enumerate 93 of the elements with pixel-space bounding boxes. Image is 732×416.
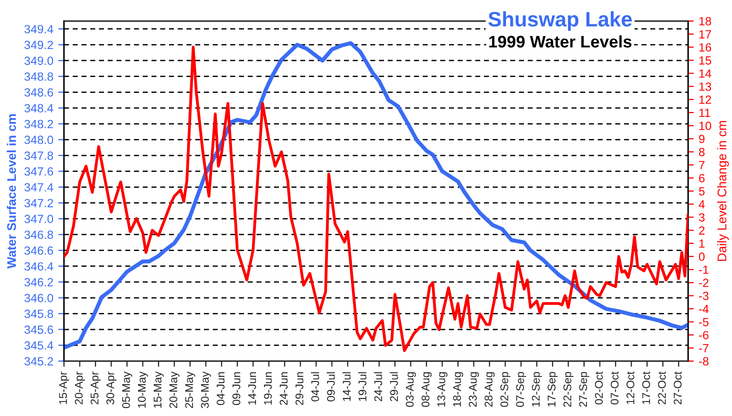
y2-axis-title: Daily Level Change in cm — [717, 121, 729, 261]
y2-tick-label: 14 — [699, 69, 712, 78]
y-tick-label: 348.0 — [24, 136, 54, 144]
y-tick-label: 346.0 — [24, 294, 54, 302]
y-tick-label: 349.0 — [24, 56, 54, 65]
y-tick-label: 347.0 — [24, 214, 54, 224]
x-tick-label: 04-Jul — [310, 372, 320, 402]
y2-tick-label: 3 — [698, 213, 705, 222]
x-tick-label: 27-Oct — [674, 372, 682, 404]
x-tick-label: 14-Jul — [342, 372, 351, 401]
y2-tick-label: 2 — [699, 226, 704, 235]
y-tick-label: 345.6 — [24, 325, 54, 334]
x-tick-label: 09-Jul — [326, 372, 335, 402]
y2-tick-label: 8 — [699, 148, 705, 156]
y-axis-title: Water Surface Level in cm — [6, 114, 16, 269]
x-tick-label: 25-May — [185, 372, 196, 408]
y-tick-label: 345.4 — [24, 341, 54, 350]
y2-tick-label: -3 — [699, 292, 708, 300]
x-tick-label: 29-Jul — [390, 372, 398, 402]
x-tick-label: 25-Apr — [90, 372, 101, 404]
x-tick-label: 02-Oct — [594, 372, 603, 404]
x-tick-label: 22-Sep — [563, 372, 574, 407]
y2-tick-label: 16 — [699, 43, 712, 52]
x-tick-label: 20-May — [169, 372, 180, 408]
y2-tick-label: 15 — [699, 56, 712, 65]
x-tick-label: 08-Aug — [422, 372, 432, 407]
y2-tick-label: -2 — [699, 278, 708, 287]
y2-tick-label: -4 — [699, 304, 709, 314]
x-tick-label: 15-May — [154, 372, 164, 408]
x-tick-label: 15-Apr — [59, 372, 70, 404]
y-tick-label: 349.2 — [24, 40, 53, 50]
chart-title: Shuswap Lake — [488, 11, 632, 31]
x-tick-label: 19-Jul — [358, 372, 366, 401]
y2-tick-label: 4 — [698, 200, 705, 208]
x-tick-label: 03-Aug — [406, 372, 416, 407]
y-tick-label: 346.2 — [24, 278, 53, 286]
x-tick-label: 17-Oct — [642, 372, 650, 404]
x-tick-label: 02-Sep — [500, 372, 510, 407]
x-tick-label: 12-Oct — [626, 372, 634, 404]
y2-tick-label: 5 — [698, 187, 705, 196]
y2-tick-label: 13 — [699, 82, 712, 91]
y2-tick-label: 17 — [699, 30, 712, 38]
x-tick-label: 13-Aug — [437, 372, 448, 406]
x-tick-label: 05-May — [122, 372, 132, 408]
text: 1999 Water Levels — [489, 35, 632, 48]
y-tick-label: 347.4 — [24, 183, 54, 192]
x-tick-label: 14-Jun — [248, 372, 256, 405]
x-tick-label: 22-Oct — [658, 372, 666, 404]
y-tick-label: 347.6 — [24, 167, 54, 176]
y-tick-label: 347.2 — [24, 198, 53, 208]
x-tick-label: 19-Jun — [264, 372, 272, 405]
x-tick-label: 17-Sep — [548, 372, 558, 406]
y2-tick-label: 0 — [698, 252, 705, 261]
y2-tick-label: -8 — [699, 357, 708, 366]
y2-tick-label: 9 — [699, 134, 705, 144]
y2-tick-label: -6 — [699, 330, 708, 340]
x-tick-label: 30-May — [200, 372, 211, 408]
x-tick-label: 27-Sep — [579, 372, 590, 407]
y2-tick-label: -7 — [699, 344, 708, 352]
x-tick-label: 28-Aug — [484, 372, 495, 407]
y2-tick-label: 10 — [699, 122, 712, 130]
x-tick-label: 24-Jun — [280, 372, 288, 405]
y-tick-label: 348.8 — [24, 72, 54, 81]
y2-tick-label: 18 — [699, 17, 712, 26]
y2-tick-label: -5 — [699, 318, 708, 326]
x-tick-label: 18-Aug — [453, 372, 464, 406]
y-tick-label: 348.4 — [24, 104, 54, 112]
x-tick-label: 29-Jun — [295, 372, 304, 405]
y-tick-label: 346.4 — [24, 262, 54, 271]
y2-tick-label: 11 — [699, 108, 710, 117]
y-tick-label: 348.2 — [24, 120, 53, 128]
x-tick-label: 07-Oct — [610, 372, 619, 404]
y-tick-label: 345.2 — [24, 357, 53, 366]
y-tick-label: 346.8 — [24, 230, 54, 239]
x-tick-label: 07-Sep — [516, 372, 526, 407]
y-tick-label: 349.4 — [24, 24, 54, 34]
y-tick-label: 346.6 — [24, 246, 54, 255]
x-tick-label: 12-Sep — [532, 372, 542, 406]
y2-tick-label: 1 — [699, 240, 704, 248]
x-tick-label: 24-Jul — [374, 372, 382, 402]
y2-tick-label: 12 — [699, 96, 712, 104]
y-tick-label: 348.6 — [24, 88, 54, 97]
x-tick-label: 20-Apr — [74, 372, 85, 404]
y-tick-label: 345.8 — [24, 310, 54, 318]
y2-tick-label: -1 — [699, 266, 708, 274]
y2-tick-label: 6 — [699, 174, 705, 182]
y2-tick-label: 7 — [699, 161, 704, 170]
x-tick-label: 10-May — [138, 372, 148, 408]
y-tick-label: 347.8 — [24, 151, 54, 160]
x-tick-label: 30-Apr — [106, 372, 116, 404]
x-tick-label: 09-Jun — [232, 372, 240, 406]
x-tick-label: 04-Jun — [216, 372, 225, 406]
x-tick-label: 23-Aug — [468, 372, 479, 407]
